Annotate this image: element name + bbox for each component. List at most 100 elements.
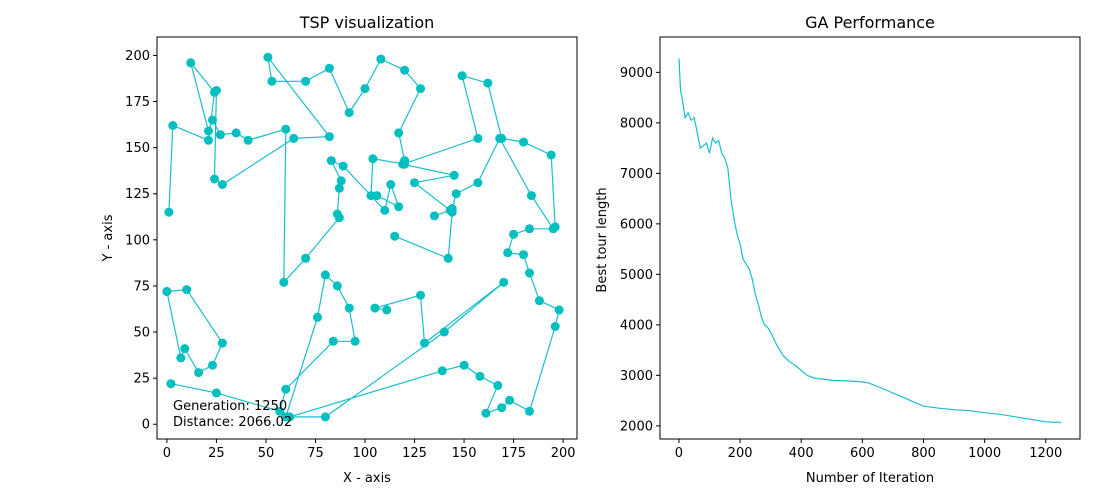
tsp-ytick-label: 25 xyxy=(133,372,150,387)
tsp-city-point xyxy=(550,222,560,232)
ga-chart: GA Performance Number of Iteration Best … xyxy=(595,13,1081,486)
tsp-city-point xyxy=(497,403,507,413)
tsp-city-point xyxy=(217,180,227,189)
tsp-city-point xyxy=(332,209,342,219)
tsp-xtick-label: 100 xyxy=(353,446,378,461)
tsp-ytick-label: 125 xyxy=(125,187,150,202)
tsp-city-point xyxy=(546,150,556,160)
tsp-city-point xyxy=(332,281,342,291)
tsp-city-point xyxy=(166,379,176,389)
tsp-city-point xyxy=(217,338,227,348)
tsp-city-point xyxy=(211,388,221,398)
tsp-city-point xyxy=(231,128,241,138)
tsp-city-point xyxy=(443,253,453,263)
ga-plot-area xyxy=(659,36,1081,440)
tsp-city-point xyxy=(301,76,311,86)
tsp-route-segment xyxy=(400,74,556,227)
ga-ytick-label: 7000 xyxy=(620,167,653,182)
tsp-city-point xyxy=(451,189,461,199)
tsp-city-point xyxy=(509,229,519,239)
tsp-ytick-label: 150 xyxy=(125,141,150,156)
tsp-ylabel: Y - axis xyxy=(101,214,116,262)
tsp-xtick-label: 150 xyxy=(452,446,477,461)
tsp-city-point xyxy=(210,174,219,184)
tsp-city-point xyxy=(326,156,336,166)
tsp-city-point xyxy=(180,344,190,354)
tsp-ticks: 0 25 50 75 100 125 150 175 200 0 25 50 75 100 125 150 17… xyxy=(125,49,575,461)
tsp-ytick-label: 0 xyxy=(142,418,150,433)
tsp-city-point xyxy=(459,360,469,370)
tsp-city-point xyxy=(334,183,344,193)
tsp-city-point xyxy=(519,137,528,147)
ga-xtick-label: 200 xyxy=(728,446,753,461)
tsp-city-point xyxy=(554,305,564,315)
tsp-city-point xyxy=(519,250,528,260)
tsp-city-point xyxy=(208,115,217,125)
ga-xtick-label: 0 xyxy=(675,446,683,461)
tsp-city-point xyxy=(313,312,322,322)
ga-ylabel: Best tour length xyxy=(595,187,610,292)
tsp-city-point xyxy=(437,366,447,376)
tsp-city-point xyxy=(344,303,354,313)
ga-ticks: 0 200 400 600 800 1000 1200 2000 3000 4000 5000 600… xyxy=(620,66,1062,461)
tsp-city-point xyxy=(394,128,404,138)
tsp-city-point xyxy=(211,86,221,95)
tsp-city-point xyxy=(279,277,289,287)
tsp-title: TSP visualization xyxy=(299,13,435,32)
tsp-chart: TSP visualization X - axis Y - axis 0 25 5… xyxy=(101,13,578,486)
ga-xtick-label: 1000 xyxy=(968,446,1001,461)
tsp-ytick-label: 75 xyxy=(133,279,150,294)
ga-xtick-label: 400 xyxy=(789,446,814,461)
tsp-city-point xyxy=(320,270,330,280)
tsp-city-point xyxy=(445,205,455,215)
tsp-city-point xyxy=(186,58,196,68)
tsp-city-point xyxy=(416,290,425,300)
generation-annotation: Generation: 1250 xyxy=(173,399,287,414)
tsp-city-point xyxy=(416,84,425,94)
tsp-ytick-label: 200 xyxy=(125,49,150,64)
ga-ytick-label: 6000 xyxy=(620,217,653,232)
ga-ytick-label: 3000 xyxy=(620,369,653,384)
tsp-city-point xyxy=(289,133,299,143)
tsp-city-point xyxy=(457,71,467,81)
tsp-xtick-label: 175 xyxy=(501,446,526,461)
tsp-city-point xyxy=(281,412,291,422)
tsp-city-point xyxy=(370,303,380,313)
ga-title: GA Performance xyxy=(805,13,935,32)
tsp-city-point xyxy=(526,191,536,201)
tsp-city-point xyxy=(360,84,370,94)
tsp-xtick-label: 75 xyxy=(307,446,324,461)
tsp-city-point xyxy=(324,63,334,73)
tsp-city-point xyxy=(328,336,338,346)
tsp-city-point xyxy=(398,159,408,169)
tsp-city-point xyxy=(204,135,213,145)
tsp-city-point xyxy=(390,231,400,241)
tsp-city-point xyxy=(525,406,534,416)
tsp-xtick-label: 25 xyxy=(208,446,225,461)
tsp-city-point xyxy=(320,412,330,422)
ga-ytick-label: 9000 xyxy=(620,66,653,81)
tsp-city-point xyxy=(194,368,204,378)
tsp-city-point xyxy=(366,191,376,201)
tsp-city-point xyxy=(410,178,419,188)
tsp-city-point xyxy=(386,180,396,189)
tsp-city-point xyxy=(281,384,291,394)
tsp-city-point xyxy=(394,202,404,212)
tsp-city-point xyxy=(380,205,390,215)
tsp-city-point xyxy=(301,253,311,263)
tsp-city-point xyxy=(499,277,509,287)
tsp-city-point xyxy=(243,135,253,145)
tsp-plot-area xyxy=(156,36,578,440)
tsp-city-point xyxy=(503,248,513,258)
tsp-city-point xyxy=(400,65,410,75)
tsp-city-point xyxy=(420,338,429,348)
tsp-city-point xyxy=(275,406,285,416)
tsp-city-point xyxy=(475,371,485,381)
tsp-city-point xyxy=(204,126,213,136)
ga-ytick-label: 5000 xyxy=(620,268,653,283)
ga-xtick-label: 800 xyxy=(911,446,936,461)
tsp-city-point xyxy=(162,287,172,296)
distance-annotation: Distance: 2066.02 xyxy=(173,415,292,430)
tsp-city-point xyxy=(368,154,378,164)
